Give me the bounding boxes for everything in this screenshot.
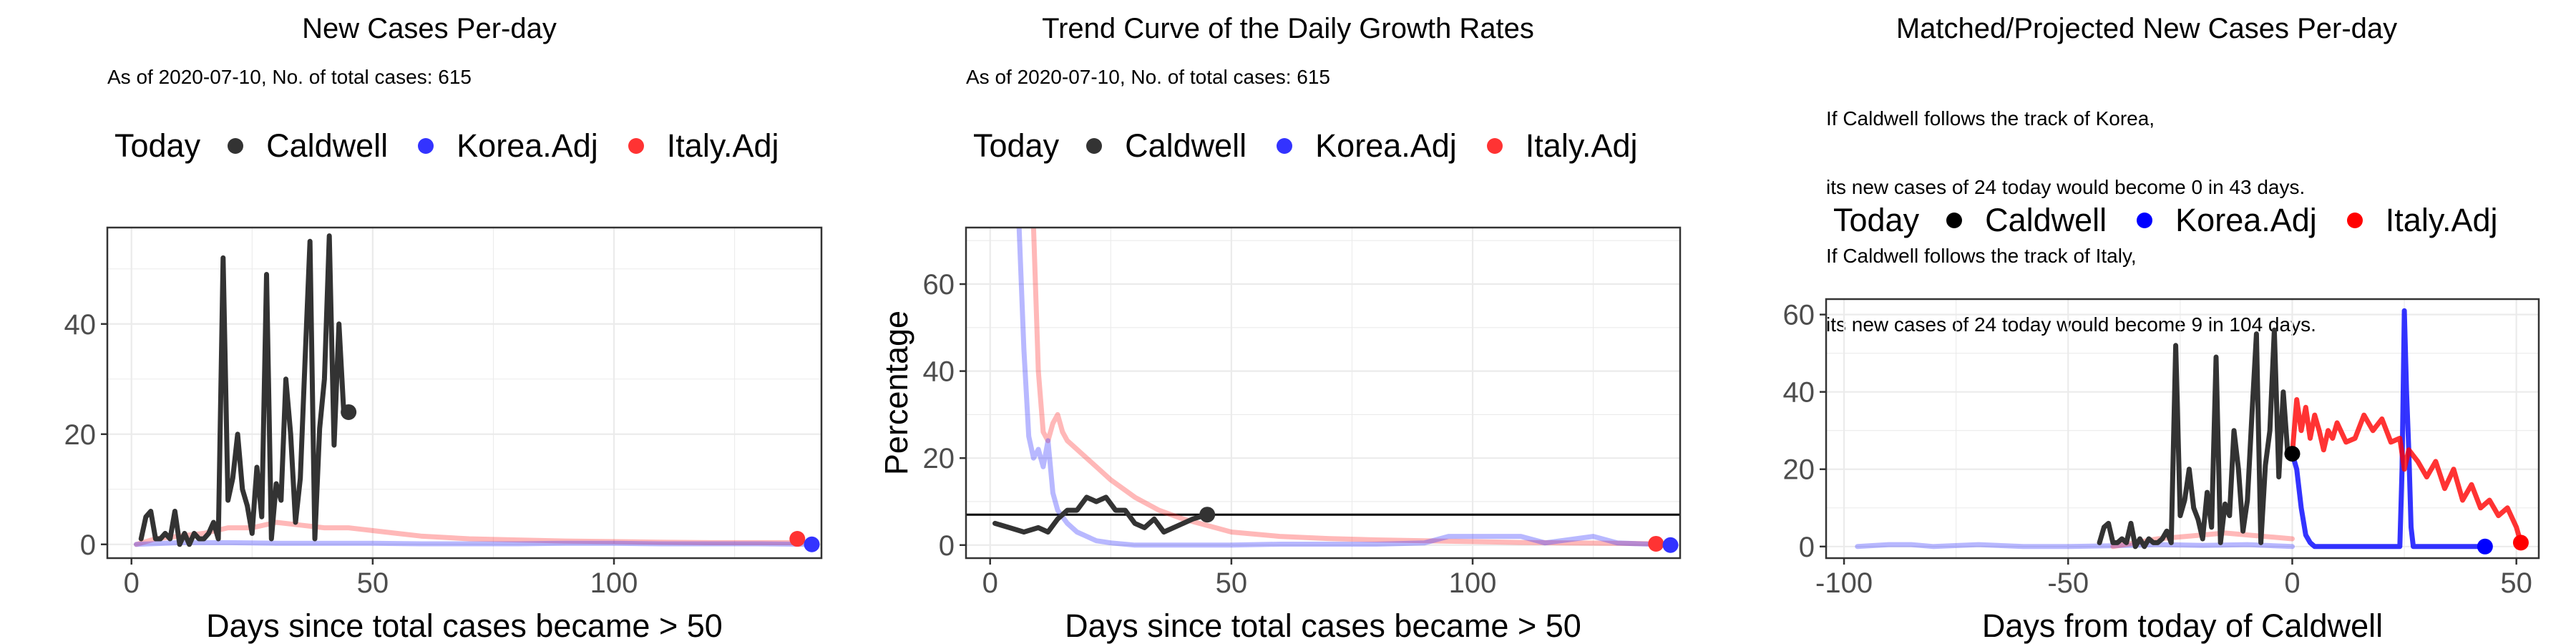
- y-axis-label: Percentage: [878, 311, 914, 475]
- subtitle-line: its new cases of 24 today would become 9…: [1826, 313, 2316, 336]
- plot-border: [106, 226, 823, 560]
- chart-plot: 0 50 100 0 20 40 60 Days since total cases beca…: [878, 226, 1682, 644]
- legend-title: Today: [1833, 202, 1920, 238]
- legend-dot-icon: [628, 138, 644, 154]
- chart-subtitle: As of 2020-07-10, No. of total cases: 61…: [966, 66, 1330, 88]
- today-point-korea-adj: [1662, 537, 1679, 553]
- y-tick-label: 20: [923, 443, 955, 474]
- today-point-korea-adj: [2477, 538, 2493, 555]
- x-tick-label: -50: [2047, 567, 2089, 599]
- legend-dot-icon: [1486, 138, 1503, 154]
- y-tick-label: 60: [1783, 300, 1815, 331]
- legend-item-korea: Korea.Adj: [418, 127, 598, 165]
- legend-title: Today: [973, 127, 1060, 164]
- legend-dot-icon: [418, 138, 434, 154]
- chart-subtitle: As of 2020-07-10, No. of total cases: 61…: [107, 66, 472, 88]
- y-tick-label: 40: [923, 356, 955, 388]
- chart-plot: 0 50 100 0 20 40 Days since total cases became…: [64, 226, 823, 644]
- series-line-korea-adj-matched-past: [1855, 542, 2295, 550]
- series-line-italy-adj: [2290, 397, 2524, 545]
- today-point-caldwell: [1199, 507, 1216, 523]
- y-tick-label: 40: [64, 309, 97, 341]
- legend-dot-icon: [2137, 213, 2153, 228]
- series-line-caldwell: [138, 233, 351, 547]
- plot-border: [965, 226, 1682, 560]
- legend-dot-icon: [1086, 138, 1103, 154]
- series-line-korea-adj: [134, 540, 814, 547]
- series-group: [1855, 308, 2524, 550]
- subtitle-line: its new cases of 24 today would become 0…: [1826, 176, 2306, 198]
- today-point-caldwell: [341, 404, 357, 420]
- chart-subtitle: If Caldwell follows the track of Korea, …: [1826, 62, 2316, 382]
- legend-dot-icon: [228, 138, 244, 154]
- today-point-korea-adj: [804, 536, 820, 552]
- x-axis-label: Days from today of Caldwell: [1982, 608, 2383, 644]
- legend-item-caldwell: Caldwell: [1086, 127, 1246, 165]
- legend-item-italy: Italy.Adj: [1486, 127, 1638, 165]
- x-tick-label: 100: [1449, 567, 1497, 599]
- x-tick-label: 0: [982, 567, 998, 599]
- legend: Today Caldwell Korea.Adj Italy.Adj: [1833, 202, 2528, 239]
- legend-item-italy: Italy.Adj: [2346, 202, 2498, 239]
- series-line-caldwell: [2097, 327, 2295, 550]
- x-axis-label: Days since total cases became > 50: [1065, 608, 1581, 644]
- legend-dot-icon: [2346, 213, 2363, 228]
- y-tick-label: 0: [80, 530, 96, 561]
- series-line-korea-adj: [2290, 308, 2488, 550]
- legend-item-caldwell: Caldwell: [228, 127, 388, 165]
- chart-title: Matched/Projected New Cases Per-day: [1896, 13, 2398, 44]
- subtitle-line: If Caldwell follows the track of Italy,: [1826, 245, 2137, 267]
- x-tick-label: -100: [1815, 567, 1873, 599]
- panel-new-cases: New Cases Per-day As of 2020-07-10, No. …: [0, 0, 859, 644]
- today-point-italy-adj: [1648, 535, 1664, 552]
- x-tick-label: 50: [1216, 567, 1248, 599]
- series-line-korea-adj: [1016, 228, 1673, 548]
- subtitle-line: If Caldwell follows the track of Korea,: [1826, 107, 2155, 130]
- x-tick-label: 100: [590, 567, 638, 599]
- chart-plot: -100 -50 0 50 0 20 40 60 Days from today of Cald…: [1783, 298, 2540, 644]
- panel-matched-projected: Matched/Projected New Cases Per-day If C…: [1717, 0, 2576, 644]
- x-tick-label: 50: [2500, 567, 2532, 599]
- legend-item-italy: Italy.Adj: [628, 127, 779, 165]
- legend-title: Today: [114, 127, 201, 164]
- legend-item-korea: Korea.Adj: [1277, 127, 1457, 165]
- x-tick-label: 0: [2284, 567, 2300, 599]
- y-tick-label: 0: [939, 530, 955, 562]
- series-group: [992, 228, 1673, 548]
- today-point-italy-adj: [789, 531, 806, 547]
- x-tick-label: 0: [124, 567, 140, 599]
- legend-dot-icon: [1277, 138, 1293, 154]
- x-axis-label: Days since total cases became > 50: [206, 608, 723, 644]
- y-tick-label: 40: [1783, 377, 1815, 409]
- legend-dot-icon: [1946, 213, 1963, 228]
- chart-title: New Cases Per-day: [302, 13, 557, 44]
- chart-title: Trend Curve of the Daily Growth Rates: [1042, 13, 1534, 44]
- x-tick-label: 50: [357, 567, 389, 599]
- y-tick-label: 20: [1783, 454, 1815, 486]
- panel-growth-rates: Trend Curve of the Daily Growth Rates As…: [859, 0, 1717, 644]
- legend: Today Caldwell Korea.Adj Italy.Adj: [973, 127, 1668, 165]
- series-line-caldwell: [992, 494, 1210, 535]
- legend: Today Caldwell Korea.Adj Italy.Adj: [114, 127, 809, 165]
- y-tick-label: 0: [1799, 532, 1815, 563]
- today-point-italy-adj: [2512, 535, 2529, 551]
- series-group: [134, 233, 814, 547]
- y-tick-label: 20: [64, 419, 97, 451]
- legend-item-korea: Korea.Adj: [2137, 202, 2317, 239]
- legend-item-caldwell: Caldwell: [1946, 202, 2107, 239]
- y-tick-label: 60: [923, 269, 955, 301]
- today-point-caldwell: [2284, 446, 2301, 462]
- series-line-italy-adj: [1030, 228, 1659, 547]
- plot-border: [1825, 298, 2540, 560]
